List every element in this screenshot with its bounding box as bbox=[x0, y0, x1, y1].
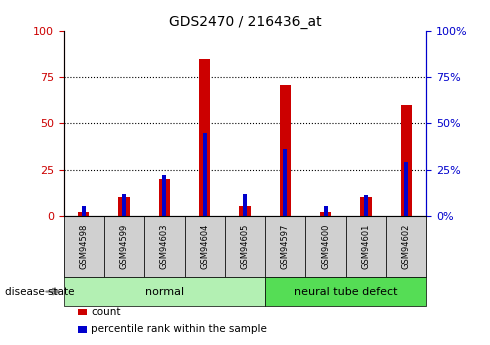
Bar bbox=[162, 175, 167, 216]
Bar bbox=[346, 216, 386, 277]
Bar bbox=[386, 216, 426, 277]
Bar bbox=[243, 194, 247, 216]
Text: GSM94601: GSM94601 bbox=[361, 224, 370, 269]
Bar bbox=[320, 212, 331, 216]
Text: GSM94602: GSM94602 bbox=[402, 224, 411, 269]
Text: count: count bbox=[91, 307, 121, 317]
Bar bbox=[239, 206, 251, 216]
Title: GDS2470 / 216436_at: GDS2470 / 216436_at bbox=[169, 14, 321, 29]
Bar bbox=[404, 162, 408, 216]
Bar bbox=[185, 216, 225, 277]
Bar bbox=[203, 132, 207, 216]
Text: GSM94605: GSM94605 bbox=[241, 224, 249, 269]
Bar bbox=[144, 216, 185, 277]
Bar bbox=[78, 212, 90, 216]
Bar bbox=[323, 206, 328, 216]
Bar bbox=[122, 194, 126, 216]
Text: GSM94600: GSM94600 bbox=[321, 224, 330, 269]
Bar bbox=[280, 85, 291, 216]
Bar bbox=[104, 216, 144, 277]
Bar bbox=[225, 216, 265, 277]
Text: GSM94598: GSM94598 bbox=[79, 224, 88, 269]
Text: percentile rank within the sample: percentile rank within the sample bbox=[91, 325, 267, 335]
Bar bbox=[78, 326, 87, 333]
Text: GSM94599: GSM94599 bbox=[120, 224, 129, 269]
Bar bbox=[265, 216, 305, 277]
Text: neural tube defect: neural tube defect bbox=[294, 287, 397, 297]
Bar bbox=[119, 197, 130, 216]
Text: GSM94603: GSM94603 bbox=[160, 224, 169, 269]
Text: normal: normal bbox=[145, 287, 184, 297]
Bar bbox=[364, 195, 368, 216]
Bar bbox=[64, 216, 104, 277]
Bar bbox=[64, 277, 265, 306]
Bar bbox=[78, 309, 87, 315]
Bar bbox=[159, 179, 170, 216]
Bar bbox=[199, 59, 210, 216]
Text: GSM94597: GSM94597 bbox=[281, 224, 290, 269]
Text: disease state: disease state bbox=[5, 287, 74, 297]
Bar bbox=[82, 206, 86, 216]
Bar bbox=[265, 277, 426, 306]
Bar bbox=[283, 149, 287, 216]
Text: GSM94604: GSM94604 bbox=[200, 224, 209, 269]
Bar bbox=[400, 105, 412, 216]
Bar bbox=[305, 216, 346, 277]
Bar bbox=[360, 197, 371, 216]
